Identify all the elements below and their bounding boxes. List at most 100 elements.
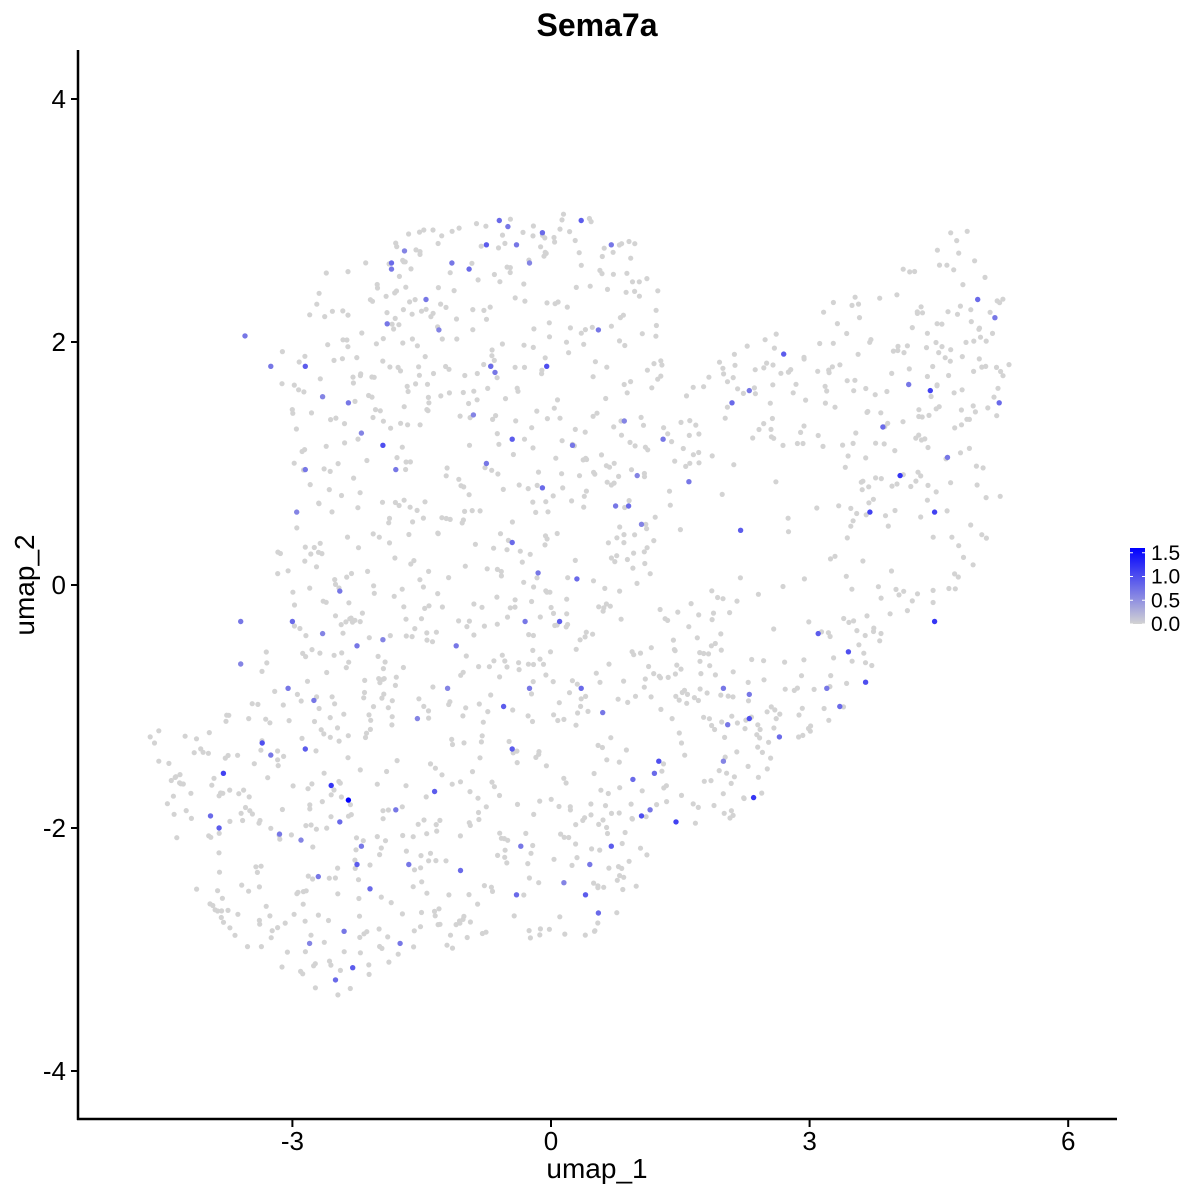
zero-expression-point	[526, 632, 532, 638]
zero-expression-point	[400, 257, 406, 263]
zero-expression-point	[582, 634, 588, 640]
zero-expression-point	[543, 672, 549, 678]
zero-expression-point	[559, 217, 565, 223]
zero-expression-point	[815, 368, 821, 374]
zero-expression-point	[900, 419, 906, 425]
zero-expression-point	[782, 686, 788, 692]
zero-expression-point	[481, 883, 487, 889]
zero-expression-point	[363, 260, 369, 266]
zero-expression-point	[540, 661, 547, 667]
zero-expression-point	[646, 663, 652, 670]
zero-expression-point	[617, 524, 623, 530]
zero-expression-point	[721, 371, 727, 377]
zero-expression-point	[412, 297, 418, 303]
zero-expression-point	[516, 667, 522, 673]
zero-expression-point	[701, 778, 707, 784]
zero-expression-point	[410, 884, 416, 890]
zero-expression-point	[882, 513, 889, 519]
zero-expression-point	[476, 816, 482, 823]
zero-expression-point	[591, 469, 597, 475]
zero-expression-point	[960, 282, 966, 288]
zero-expression-point	[644, 545, 650, 551]
zero-expression-point	[177, 780, 183, 786]
zero-expression-point	[686, 624, 692, 630]
zero-expression-point	[506, 738, 512, 745]
zero-expression-point	[489, 347, 495, 353]
expressing-point	[380, 637, 386, 643]
zero-expression-point	[319, 551, 325, 557]
y-tick-label: -4	[43, 1056, 66, 1086]
zero-expression-point	[362, 734, 369, 741]
zero-expression-point	[209, 782, 215, 788]
zero-expression-point	[437, 817, 443, 824]
expressing-point	[867, 509, 873, 515]
zero-expression-point	[433, 822, 439, 828]
zero-expression-point	[380, 816, 386, 822]
zero-expression-point	[321, 731, 327, 737]
zero-expression-point	[482, 465, 488, 471]
expressing-point	[350, 965, 356, 971]
zero-expression-point	[298, 698, 304, 704]
zero-expression-point	[643, 521, 649, 527]
zero-expression-point	[412, 626, 418, 632]
zero-expression-point	[628, 801, 634, 807]
zero-expression-point	[344, 337, 350, 343]
zero-expression-point	[682, 752, 688, 758]
zero-expression-point	[439, 604, 445, 610]
zero-expression-point	[768, 704, 774, 710]
zero-expression-point	[426, 858, 432, 864]
zero-expression-point	[263, 716, 269, 722]
expressing-point	[638, 813, 645, 819]
zero-expression-point	[457, 779, 464, 785]
zero-expression-point	[944, 262, 950, 268]
zero-expression-point	[339, 356, 345, 362]
zero-expression-point	[985, 405, 991, 411]
zero-expression-point	[705, 651, 712, 657]
zero-expression-point	[755, 744, 761, 750]
zero-expression-point	[421, 817, 427, 823]
zero-expression-point	[288, 832, 294, 838]
zero-expression-point	[328, 962, 334, 968]
zero-expression-point	[416, 696, 422, 702]
zero-expression-point	[285, 568, 291, 574]
zero-expression-point	[628, 467, 635, 473]
zero-expression-point	[944, 508, 950, 514]
zero-expression-point	[495, 471, 501, 477]
expressing-point	[319, 394, 326, 400]
zero-expression-point	[367, 726, 373, 733]
zero-expression-point	[572, 237, 578, 244]
zero-expression-point	[730, 812, 736, 819]
zero-expression-point	[724, 770, 730, 776]
zero-expression-point	[863, 455, 869, 461]
zero-expression-point	[431, 908, 438, 915]
zero-expression-point	[696, 449, 702, 456]
zero-expression-point	[972, 409, 979, 415]
zero-expression-point	[551, 712, 557, 718]
zero-expression-point	[755, 722, 761, 728]
zero-expression-point	[294, 891, 300, 897]
zero-expression-point	[326, 958, 333, 964]
zero-expression-point	[573, 722, 579, 728]
expressing-point	[401, 248, 408, 254]
zero-expression-point	[722, 734, 728, 741]
zero-expression-point	[530, 499, 536, 505]
zero-expression-point	[539, 367, 545, 373]
zero-expression-point	[676, 730, 682, 736]
zero-expression-point	[312, 985, 318, 991]
zero-expression-point	[353, 835, 360, 841]
zero-expression-point	[475, 901, 481, 907]
zero-expression-point	[742, 726, 748, 732]
zero-expression-point	[470, 307, 476, 313]
zero-expression-point	[601, 245, 607, 251]
zero-expression-point	[582, 327, 589, 333]
zero-expression-point	[636, 293, 643, 299]
zero-expression-point	[495, 245, 502, 251]
zero-expression-point	[491, 357, 497, 363]
zero-expression-point	[623, 747, 630, 753]
zero-expression-point	[235, 911, 241, 917]
zero-expression-point	[578, 703, 584, 710]
zero-expression-point	[512, 364, 518, 370]
zero-expression-point	[567, 325, 574, 331]
zero-expression-point	[924, 330, 931, 336]
zero-expression-point	[459, 520, 465, 526]
